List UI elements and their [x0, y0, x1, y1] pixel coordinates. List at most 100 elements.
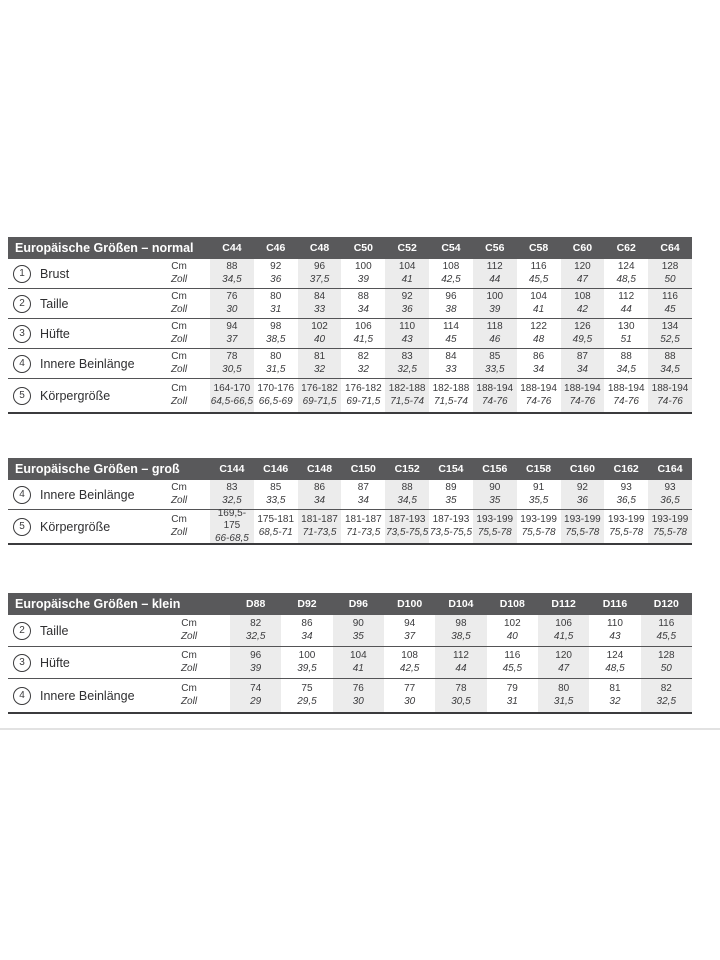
size-column-header: C154 — [438, 463, 464, 475]
row-label-cell: 5 Körpergröße — [8, 379, 148, 412]
zoll-value: 30 — [404, 695, 416, 707]
zoll-value: 51 — [620, 333, 632, 345]
value-cell: 188-194 74-76 — [560, 379, 605, 412]
unit-cell: Cm Zoll — [148, 349, 210, 378]
row-label-cell: 3 Hüfte — [8, 647, 148, 678]
unit-label-zoll: Zoll — [170, 303, 188, 315]
size-column-header: D92 — [297, 598, 317, 610]
zoll-value: 74-76 — [569, 395, 596, 407]
value-cell: 164-170 64,5-66,5 — [210, 379, 254, 412]
value-cell: 94 37 — [384, 615, 435, 646]
cm-value: 181-187 — [301, 514, 338, 525]
value-cell: 85 33,5 — [254, 480, 298, 509]
cm-value: 98 — [455, 618, 467, 629]
unit-label-cm: Cm — [171, 514, 187, 525]
unit-label-cm: Cm — [171, 482, 187, 493]
size-table-klein: Europäische Größen – klein D88 D92 D96 D100 D… — [8, 593, 692, 714]
measurement-row: 2 Taille Cm Zoll 82 32,5 86 34 90 35 94 37 98 38,5 102… — [8, 615, 692, 647]
cm-value: 104 — [398, 261, 416, 272]
measurement-row: 1 Brust Cm Zoll 88 34,5 92 36 96 37,5 100 39 104 41 10… — [8, 259, 692, 289]
cm-value: 80 — [270, 351, 282, 362]
value-cell: 169,5-175 66-68,5 — [210, 508, 254, 544]
zoll-value: 32 — [609, 695, 621, 707]
cm-value: 164-170 — [213, 383, 251, 394]
unit-cell: Cm Zoll — [148, 615, 230, 646]
cm-value: 92 — [401, 291, 413, 302]
zoll-value: 68,5-71 — [258, 526, 293, 538]
zoll-value: 34 — [533, 363, 545, 375]
row-label-cell: 4 Innere Beinlänge — [8, 349, 148, 378]
value-cell: 98 38,5 — [435, 615, 487, 646]
value-cell: 81 32 — [297, 349, 342, 378]
value-cell: 112 44 — [604, 289, 648, 318]
value-cell: 128 50 — [640, 647, 692, 678]
table-title: Europäische Größen – normal — [15, 241, 194, 255]
unit-label-cm: Cm — [171, 321, 187, 332]
zoll-value: 36 — [576, 494, 588, 506]
table-title: Europäische Größen – groß — [15, 462, 180, 476]
size-column-header: C62 — [616, 242, 636, 254]
zoll-value: 71,5-74 — [390, 395, 425, 407]
cm-value: 122 — [530, 321, 547, 332]
cm-value: 193-199 — [564, 514, 601, 525]
value-cell: 86 34 — [517, 349, 561, 378]
value-cell: 81 32 — [589, 679, 640, 712]
zoll-value: 34 — [576, 363, 588, 375]
value-cell: 88 34,5 — [385, 480, 430, 509]
cm-value: 120 — [555, 650, 572, 661]
zoll-value: 29,5 — [297, 695, 317, 707]
zoll-value: 31 — [506, 695, 518, 707]
value-cell: 92 36 — [385, 289, 430, 318]
cm-value: 188-194 — [607, 383, 645, 394]
zoll-value: 31 — [270, 303, 282, 315]
unit-label-cm: Cm — [171, 383, 187, 394]
value-cell: 182-188 71,5-74 — [429, 379, 473, 412]
zoll-value: 71-73,5 — [346, 526, 381, 538]
cm-value: 176-182 — [301, 383, 338, 394]
row-number-badge: 5 — [13, 517, 31, 536]
zoll-value: 48 — [533, 333, 545, 345]
value-cell: 78 30,5 — [210, 349, 254, 378]
zoll-value: 34,5 — [222, 273, 242, 285]
cm-value: 92 — [270, 261, 282, 272]
value-cell: 106 41,5 — [537, 615, 590, 646]
zoll-value: 45 — [445, 333, 457, 345]
value-cell: 116 45,5 — [640, 615, 692, 646]
value-cell: 100 39 — [341, 259, 385, 288]
value-cell: 108 42,5 — [429, 259, 473, 288]
cm-value: 108 — [442, 261, 460, 272]
row-label: Innere Beinlänge — [40, 487, 135, 502]
zoll-value: 41 — [533, 303, 545, 315]
cm-value: 88 — [401, 482, 413, 493]
zoll-value: 35 — [445, 494, 457, 506]
value-cell: 193-199 75,5-78 — [517, 510, 561, 543]
cm-value: 86 — [533, 351, 545, 362]
unit-label-zoll: Zoll — [170, 333, 188, 345]
zoll-value: 48,5 — [616, 273, 636, 285]
cm-value: 93 — [664, 482, 676, 493]
unit-cell: Cm Zoll — [148, 510, 210, 543]
row-label: Körpergröße — [40, 519, 111, 534]
value-cell: 87 34 — [560, 349, 605, 378]
row-label: Brust — [40, 266, 70, 281]
zoll-value: 44 — [455, 662, 467, 674]
zoll-value: 75,5-78 — [609, 526, 644, 538]
size-column-header: D104 — [448, 598, 474, 610]
cm-value: 106 — [555, 618, 572, 629]
size-column-header: C56 — [485, 242, 505, 254]
zoll-value: 34,5 — [660, 363, 680, 375]
row-number-badge: 4 — [13, 485, 31, 504]
unit-cell: Cm Zoll — [148, 679, 230, 712]
cm-value: 193-199 — [520, 514, 557, 525]
zoll-value: 32,5 — [656, 695, 677, 707]
value-cell: 102 40 — [487, 615, 538, 646]
value-cell: 182-188 71,5-74 — [385, 379, 430, 412]
zoll-value: 32,5 — [397, 363, 417, 375]
zoll-value: 74-76 — [525, 395, 552, 407]
zoll-value: 35 — [352, 630, 364, 642]
value-cell: 86 34 — [297, 480, 342, 509]
table-header-bar: Europäische Größen – klein D88 D92 D96 D100 D… — [8, 593, 692, 615]
value-cell: 86 34 — [281, 615, 332, 646]
value-cell: 98 38,5 — [254, 319, 298, 348]
row-number-badge: 2 — [13, 621, 31, 640]
